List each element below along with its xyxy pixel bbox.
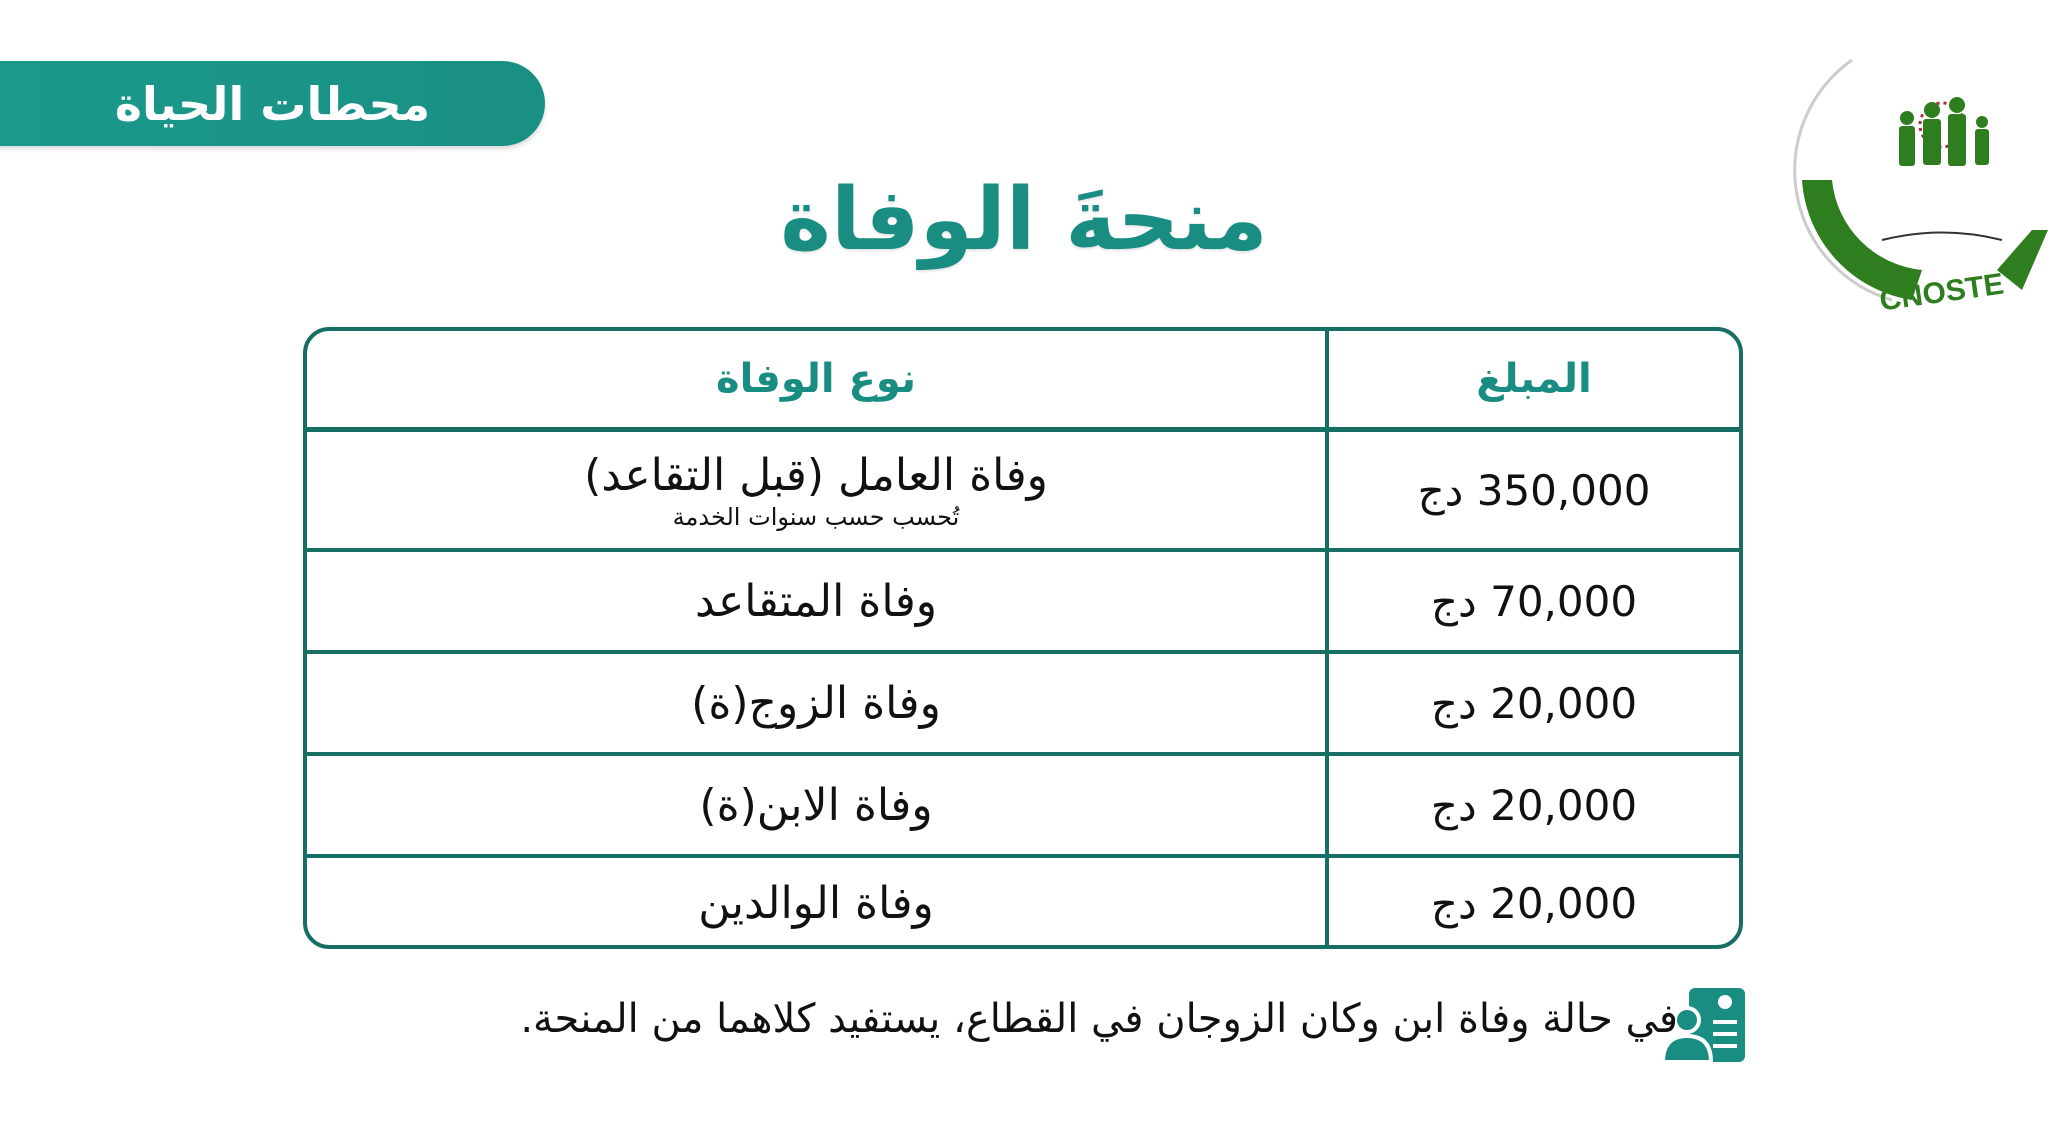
table-row: 350,000 دج وفاة العامل (قبل التقاعد) تُحس… (307, 432, 1739, 548)
table-row: 20,000 دج وفاة الوالدين (307, 858, 1739, 945)
type-cell: وفاة العامل (قبل التقاعد) (584, 449, 1048, 501)
type-note: تُحسب حسب سنوات الخدمة (672, 502, 960, 531)
amount-cell: 70,000 دج (1430, 576, 1638, 626)
amount-cell: 20,000 دج (1430, 780, 1638, 830)
cnoste-logo: CNOSTE (1793, 58, 2048, 313)
amount-cell: 350,000 دج (1417, 465, 1651, 515)
type-cell: وفاة الزوج(ة) (691, 677, 941, 729)
amount-cell: 20,000 دج (1430, 678, 1638, 728)
banner-label: محطات الحياة (114, 76, 431, 131)
header-type: نوع الوفاة (716, 356, 916, 402)
type-cell: وفاة المتقاعد (694, 575, 938, 627)
grant-table: المبلغ نوع الوفاة 350,000 دج وفاة العامل… (303, 327, 1743, 949)
table-row: 70,000 دج وفاة المتقاعد (307, 552, 1739, 650)
table-row: 20,000 دج وفاة الزوج(ة) (307, 654, 1739, 752)
type-cell: وفاة الابن(ة) (699, 779, 933, 831)
page-title: منحةَ الوفاة (780, 170, 1268, 270)
table-header-row: المبلغ نوع الوفاة (307, 331, 1739, 427)
section-banner: محطات الحياة (0, 61, 545, 146)
type-cell: وفاة الوالدين (698, 878, 934, 929)
amount-cell: 20,000 دج (1430, 879, 1638, 928)
user-document-icon (1661, 988, 1745, 1064)
footnote: في حالة وفاة ابن وكان الزوجان في القطاع،… (520, 996, 1678, 1042)
header-amount: المبلغ (1476, 356, 1592, 402)
table-row: 20,000 دج وفاة الابن(ة) (307, 756, 1739, 854)
